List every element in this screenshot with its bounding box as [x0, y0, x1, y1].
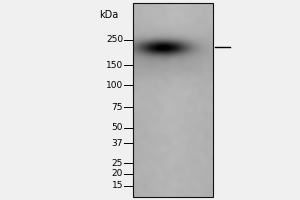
Text: kDa: kDa	[99, 10, 118, 20]
Text: 150: 150	[106, 60, 123, 70]
Text: 50: 50	[112, 123, 123, 132]
Bar	[133, 3, 213, 197]
Text: 250: 250	[106, 36, 123, 45]
Text: 37: 37	[112, 138, 123, 148]
Text: 75: 75	[112, 102, 123, 112]
Text: 25: 25	[112, 158, 123, 168]
Text: 15: 15	[112, 182, 123, 190]
Text: 100: 100	[106, 80, 123, 90]
Text: 20: 20	[112, 170, 123, 178]
